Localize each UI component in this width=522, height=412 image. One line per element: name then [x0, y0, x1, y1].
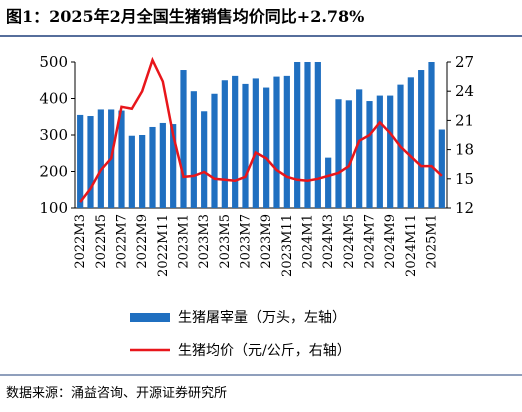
bar: [407, 77, 414, 208]
x-tick-label: 2024M9: [383, 214, 398, 269]
bar: [263, 87, 270, 208]
y-tick-label: 500: [39, 53, 68, 71]
x-tick-label: 2022M3: [73, 214, 88, 269]
legend-swatch: [130, 313, 170, 322]
bar: [149, 126, 156, 208]
bar: [356, 89, 363, 208]
bar: [438, 129, 445, 208]
bar: [376, 95, 383, 208]
x-tick-label: 2025M1: [425, 214, 440, 269]
bar: [232, 75, 239, 209]
bar: [304, 62, 311, 208]
bar: [387, 95, 394, 208]
x-tick-label: 2022M5: [94, 214, 109, 269]
y2-tick-label: 18: [455, 141, 474, 159]
x-tick-label: 2023M1: [177, 214, 192, 269]
x-tick-label: 2022M9: [135, 214, 150, 269]
legend-label: 生猪屠宰量（万头，左轴）: [178, 310, 346, 326]
x-tick-label: 2023M7: [239, 214, 254, 269]
bar: [201, 111, 208, 208]
y2-tick-label: 15: [455, 170, 474, 188]
bar: [87, 116, 94, 208]
x-tick-label: 2024M1: [301, 214, 316, 269]
bar: [242, 83, 249, 208]
x-tick-label: 2023M5: [218, 214, 233, 269]
y-tick-label: 400: [39, 90, 68, 108]
chart-title: 图1：2025年2月全国生猪销售均价同比+2.78%: [6, 7, 364, 26]
y2-tick-label: 24: [455, 82, 474, 100]
bar: [252, 78, 259, 208]
bar: [325, 157, 332, 208]
bar: [77, 114, 84, 208]
x-tick-label: 2024M3: [321, 214, 336, 269]
bar: [314, 62, 321, 208]
y2-tick-label: 27: [455, 53, 474, 71]
x-tick-label: 2024M11: [404, 214, 419, 277]
bar: [211, 93, 218, 208]
x-tick-label: 2023M3: [197, 214, 212, 269]
bar: [335, 99, 342, 208]
bar: [180, 70, 187, 208]
x-tick-label: 2022M11: [156, 214, 171, 277]
bar: [428, 62, 435, 208]
bar: [128, 135, 135, 208]
x-tick-label: 2022M7: [115, 214, 130, 269]
bar: [283, 75, 290, 209]
source: 数据来源：涌益咨询、开源证券研究所: [6, 385, 227, 401]
y2-tick-label: 21: [455, 111, 474, 129]
legend-label: 生猪均价（元/公斤，右轴）: [178, 343, 351, 359]
bar: [273, 76, 280, 208]
x-tick-label: 2024M7: [363, 214, 378, 269]
bar: [345, 100, 352, 208]
bar: [118, 110, 125, 208]
y-tick-label: 200: [39, 163, 68, 181]
bar: [159, 122, 166, 208]
x-tick-label: 2023M11: [280, 214, 295, 277]
bar: [97, 109, 104, 208]
bar: [221, 80, 228, 208]
bar: [366, 101, 373, 208]
bar: [170, 124, 177, 208]
bar: [139, 135, 146, 208]
x-tick-label: 2024M5: [342, 214, 357, 269]
bar: [294, 62, 301, 208]
x-tick-label: 2023M9: [259, 214, 274, 269]
bar: [418, 70, 425, 208]
price-line: [79, 56, 443, 203]
y-tick-label: 100: [39, 199, 68, 217]
y2-tick-label: 12: [455, 199, 474, 217]
bar: [190, 91, 197, 208]
y-tick-label: 300: [39, 126, 68, 144]
